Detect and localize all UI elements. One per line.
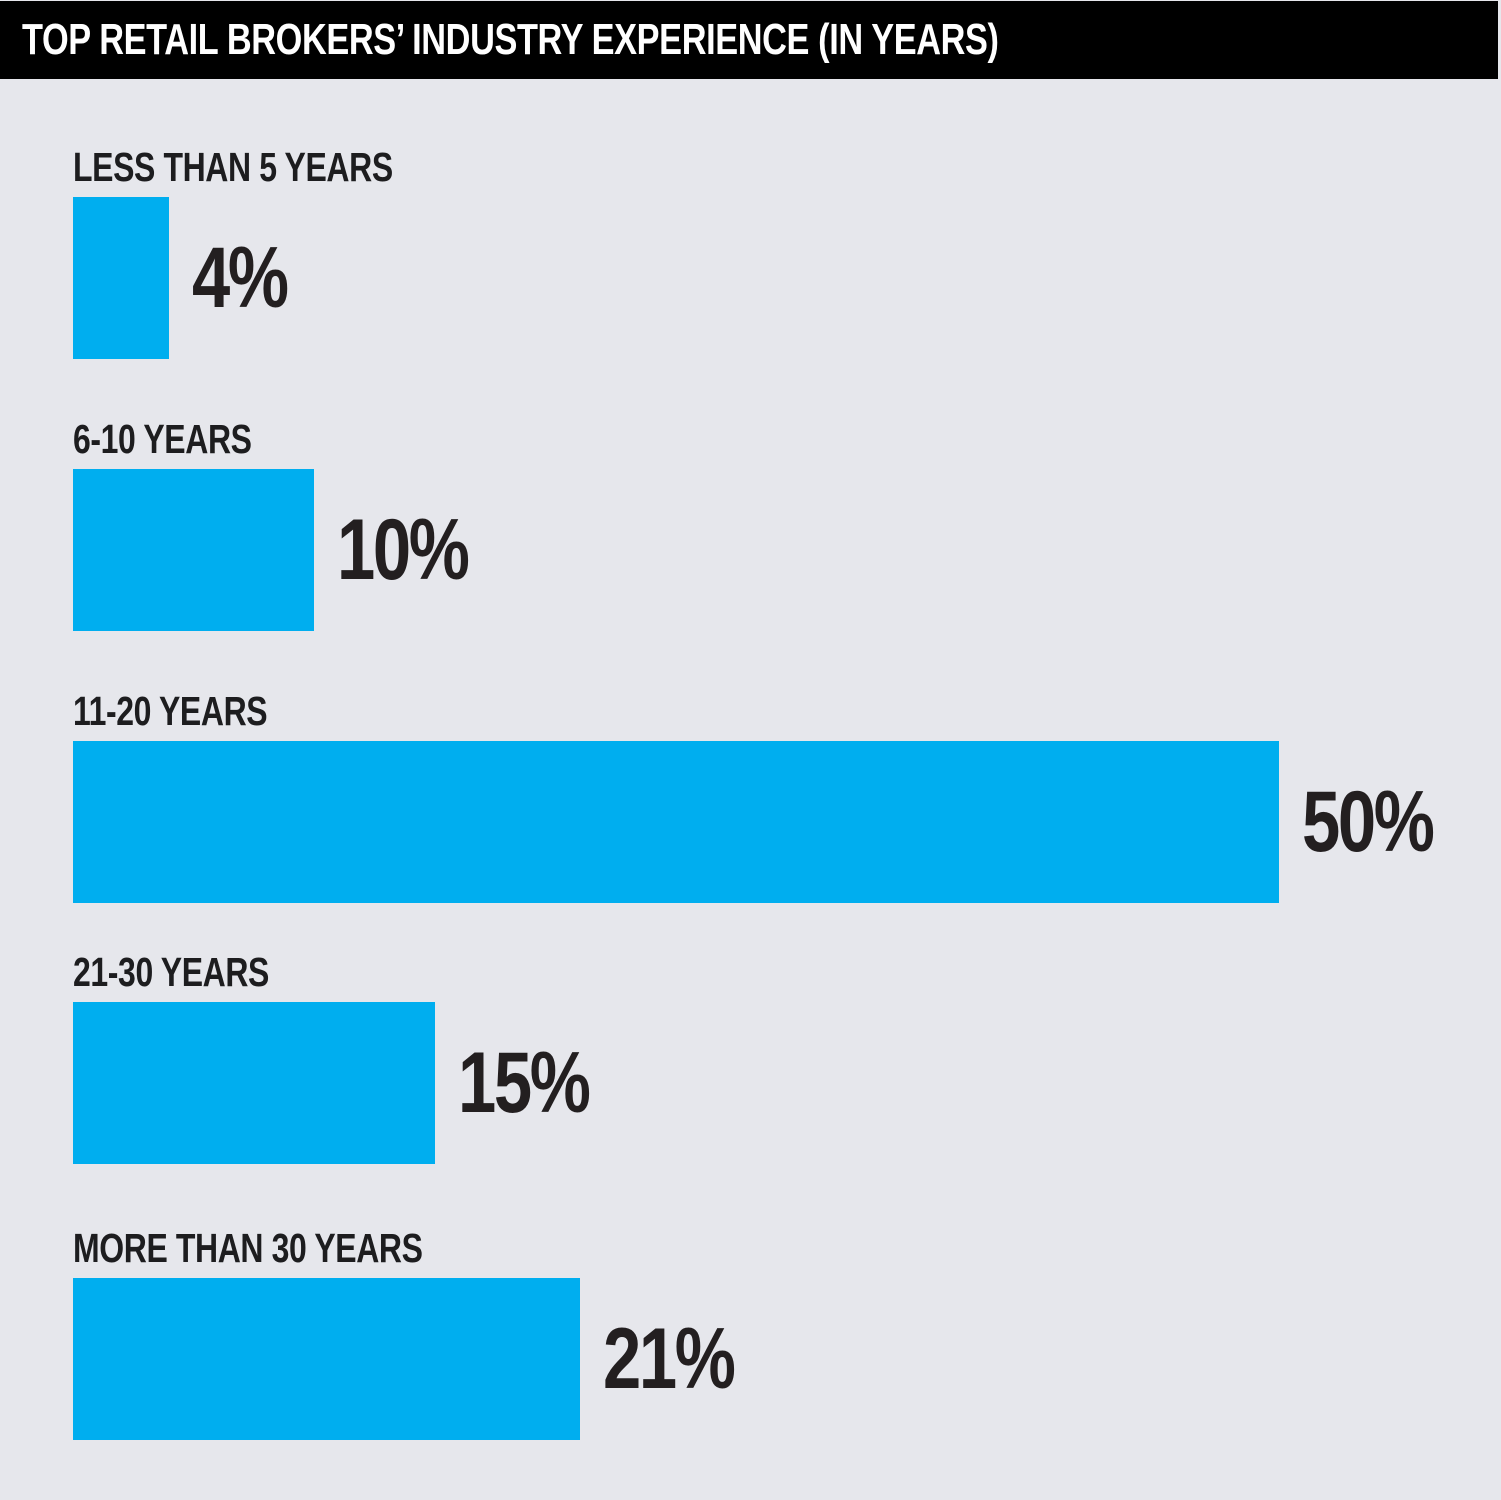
bar [73,469,315,631]
value-label: 21% [602,1311,736,1407]
value-label: 4% [192,230,289,326]
bar [73,741,1279,903]
title-bar: TOP RETAIL BROKERS’ INDUSTRY EXPERIENCE … [0,1,1498,79]
value-label: 10% [337,502,470,598]
category-label: 6-10 YEARS [73,416,252,462]
category-label: 21-30 YEARS [73,949,269,995]
bar [73,1278,580,1440]
bar [73,1002,435,1164]
category-label: LESS THAN 5 YEARS [73,144,393,190]
category-label: 11-20 YEARS [73,688,268,734]
bar [73,197,170,359]
chart-title: TOP RETAIL BROKERS’ INDUSTRY EXPERIENCE … [22,15,999,64]
value-label: 15% [457,1035,591,1131]
category-label: MORE THAN 30 YEARS [73,1225,423,1271]
value-label: 50% [1302,774,1435,870]
